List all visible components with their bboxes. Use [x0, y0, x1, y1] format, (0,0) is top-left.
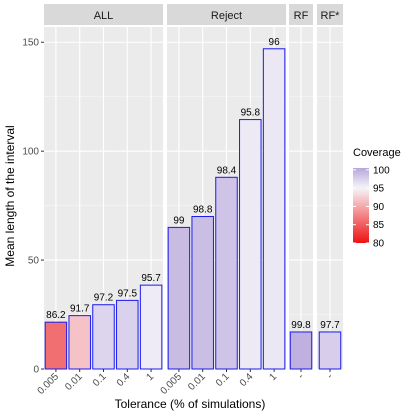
panel-strip — [167, 4, 286, 25]
x-tick-label: 0.005 — [159, 371, 185, 397]
y-tick-label: 150 — [22, 38, 39, 49]
x-axis-title: Tolerance (% of simulations) — [115, 397, 266, 411]
bar — [116, 299, 139, 370]
x-tick-label: 0.1 — [91, 371, 109, 389]
panel-strip — [317, 4, 343, 25]
bar-data-label: 97.2 — [94, 293, 114, 304]
legend-label: 80 — [373, 239, 385, 250]
bar-data-label: 91.7 — [70, 304, 90, 315]
bar-data-label: 95.8 — [241, 108, 261, 119]
panel-rf-: RF* 97.7 - — [317, 4, 343, 381]
y-tick-label: 50 — [28, 256, 40, 267]
bar-data-label: 95.7 — [141, 273, 161, 284]
bar — [318, 331, 342, 370]
bar-data-label: 97.7 — [320, 320, 340, 331]
bar-data-label: 96 — [269, 37, 281, 48]
bar — [44, 321, 68, 370]
x-tick-label: 0.01 — [63, 371, 85, 393]
bar-data-label: 99.8 — [291, 320, 311, 331]
legend-label: 95 — [373, 184, 385, 195]
legend-label: 100 — [373, 165, 390, 176]
x-tick-label: 0.4 — [238, 371, 256, 389]
bar — [167, 226, 191, 370]
legend-colorbar — [353, 168, 369, 243]
legend-title: Coverage — [353, 147, 401, 159]
x-tick-label: - — [325, 371, 335, 381]
bar — [191, 216, 214, 370]
x-tick-label: 1 — [268, 371, 280, 383]
panel-reject: Reject 99 0.005 98.8 0.01 98.4 0.1 95.8 0.4 96 1 — [159, 4, 286, 397]
bar-data-label: 97.5 — [118, 288, 138, 299]
panels-layer: ALL86.20.00591.70.0197.20.197.50.495.71R… — [36, 4, 343, 397]
x-tick-label: 0.1 — [214, 371, 232, 389]
x-tick-label: 1 — [145, 371, 157, 383]
bar — [239, 119, 262, 370]
legend-label: 90 — [373, 202, 385, 213]
x-tick-label: 0.01 — [186, 371, 208, 393]
bar — [262, 48, 286, 370]
panel-strip-label: ALL — [94, 10, 114, 22]
bar-data-label: 86.2 — [46, 310, 66, 321]
y-axis-title: Mean length of the interval — [3, 125, 17, 266]
bar — [68, 315, 91, 370]
bar-data-label: 98.4 — [217, 165, 237, 176]
y-tick-label: 0 — [33, 365, 39, 376]
bar-data-label: 99 — [173, 215, 185, 226]
legend-label: 85 — [373, 220, 385, 231]
y-tick-label: 100 — [22, 147, 39, 158]
panel-all: ALL 86.2 0.005 91.7 0.01 97.2 0.1 97.5 0.4 95.7 1 — [36, 4, 163, 397]
bar — [139, 284, 163, 370]
bar-data-label: 98.8 — [193, 205, 213, 216]
panel-rf: RF 99.8 - — [289, 4, 313, 381]
panel-strip-label: RF — [294, 10, 309, 22]
x-tick-label: 0.4 — [115, 371, 133, 389]
y-axis: 0 50 100 150 — [22, 38, 44, 376]
bar — [289, 331, 313, 370]
panel-strip — [44, 4, 163, 25]
bar — [215, 176, 238, 370]
bar — [92, 304, 115, 370]
x-tick-label: - — [296, 371, 306, 381]
panel-strip-label: RF* — [321, 10, 341, 22]
legend: Coverage 100 95 90 85 80 — [353, 147, 401, 250]
panel-strip-label: Reject — [211, 10, 242, 22]
x-tick-label: 0.005 — [36, 371, 62, 397]
panel-strip — [289, 4, 313, 25]
